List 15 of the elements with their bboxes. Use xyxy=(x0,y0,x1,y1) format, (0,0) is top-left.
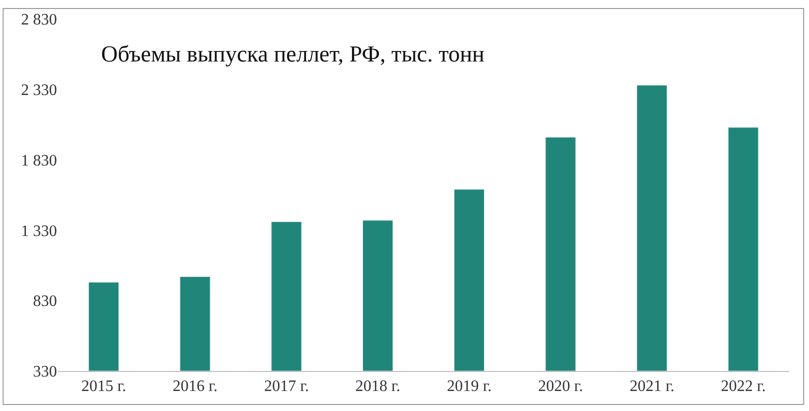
x-tick-label: 2020 г. xyxy=(538,378,583,396)
x-tick-label: 2016 г. xyxy=(172,378,218,396)
x-tick-label: 2015 г. xyxy=(81,378,126,396)
x-tick-label: 2022 г. xyxy=(720,378,766,396)
y-tick-label: 330 xyxy=(33,364,57,381)
text: Объемы выпуска пеллет, РФ, тыс. тонн xyxy=(101,41,484,66)
x-tick-label: 2017 г. xyxy=(264,378,309,396)
x-tick-label: 2018 г. xyxy=(355,378,400,396)
y-tick-label: 2 330 xyxy=(21,82,57,99)
x-tick-label: 2019 г. xyxy=(446,378,492,396)
y-tick-label: 830 xyxy=(33,293,57,310)
y-tick-label: 2 830 xyxy=(21,12,57,29)
x-tick-label: 2021 г. xyxy=(630,378,674,396)
y-tick-label: 1 330 xyxy=(21,222,57,240)
y-tick-label: 1 830 xyxy=(21,152,57,170)
